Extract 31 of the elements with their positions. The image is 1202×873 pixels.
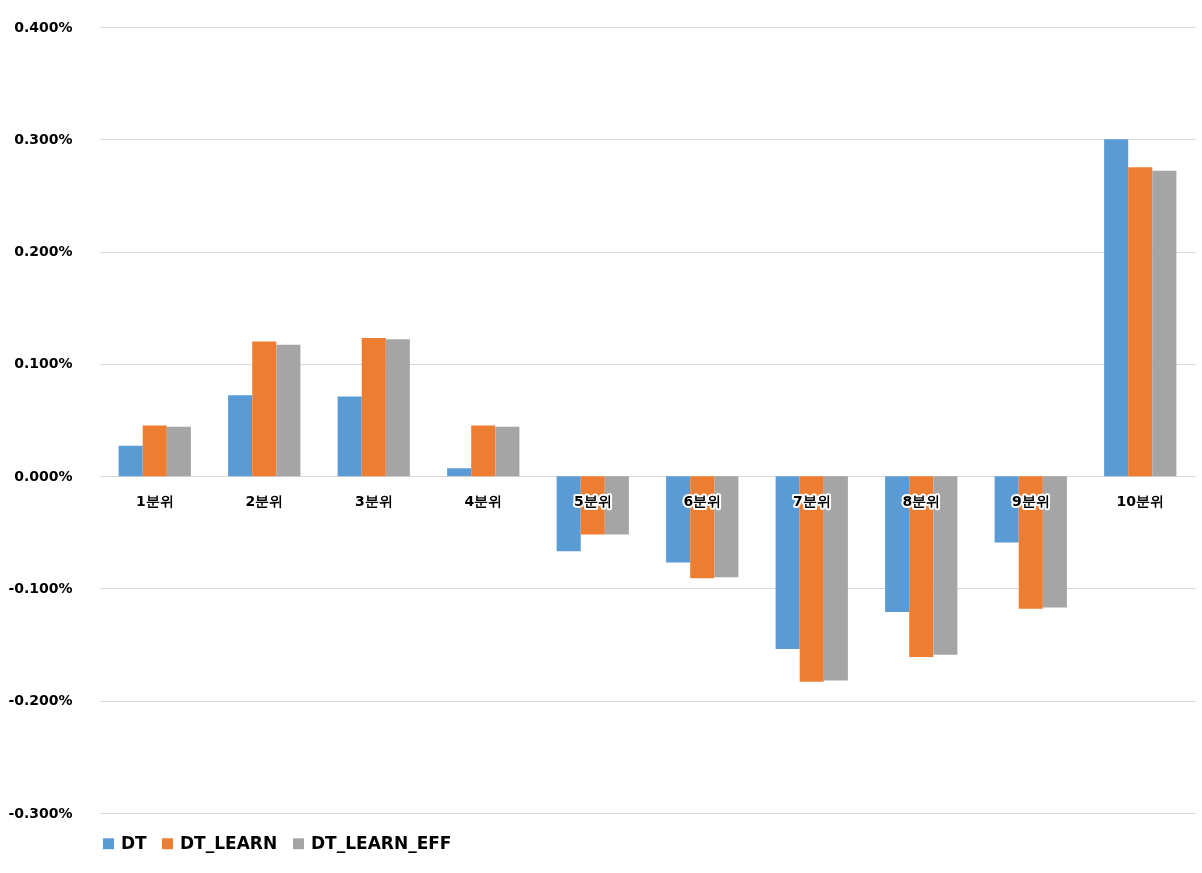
x-tick-label: 3분위 bbox=[354, 492, 393, 509]
bar bbox=[361, 338, 386, 477]
legend-label: DT_LEARN bbox=[180, 832, 278, 853]
y-tick-label: 0.300% bbox=[14, 130, 73, 147]
bar bbox=[166, 426, 191, 477]
bar bbox=[252, 341, 277, 477]
bar bbox=[276, 344, 301, 477]
y-tick-label: 0.400% bbox=[14, 18, 73, 35]
bar bbox=[385, 339, 410, 477]
legend-label: DT bbox=[121, 832, 148, 853]
x-tick-label: 4분위 bbox=[464, 492, 503, 509]
y-tick-label: 0.200% bbox=[14, 243, 73, 260]
bar bbox=[495, 426, 520, 477]
bar bbox=[142, 425, 167, 477]
y-tick-label: -0.300% bbox=[8, 804, 73, 821]
bar bbox=[118, 445, 143, 477]
y-tick-label: -0.100% bbox=[8, 579, 73, 596]
bar bbox=[1152, 170, 1177, 477]
x-tick-label: 2분위 bbox=[245, 492, 284, 509]
bar bbox=[1104, 139, 1129, 477]
x-tick-label: 1분위 bbox=[135, 492, 174, 509]
bar bbox=[337, 396, 362, 477]
y-tick-label: 0.000% bbox=[14, 467, 73, 484]
legend-label: DT_LEARN_EFF bbox=[311, 832, 452, 853]
bar bbox=[471, 425, 496, 477]
bar bbox=[1128, 167, 1153, 477]
x-tick-label: 10분위 bbox=[1116, 492, 1164, 509]
bar bbox=[447, 468, 472, 477]
y-tick-label: -0.200% bbox=[8, 692, 73, 709]
y-tick-label: 0.100% bbox=[14, 355, 73, 372]
bar bbox=[228, 395, 253, 477]
